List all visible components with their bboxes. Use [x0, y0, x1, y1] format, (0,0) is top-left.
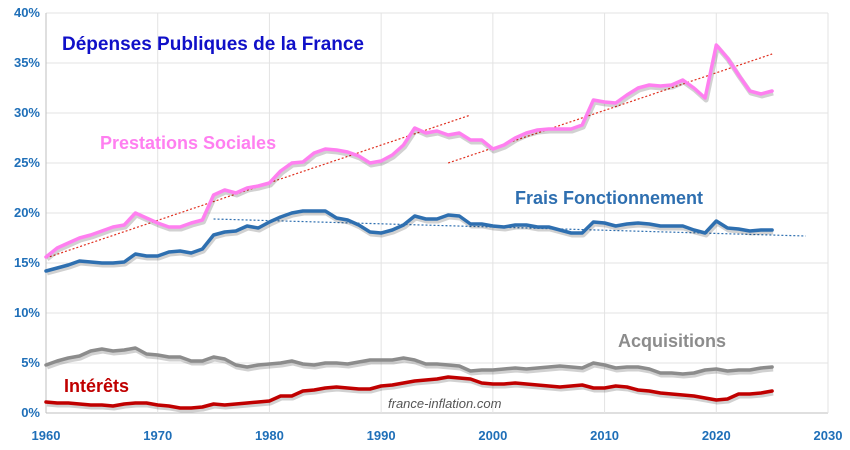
watermark: france-inflation.com	[388, 396, 502, 411]
x-tick-label: 2020	[702, 428, 731, 443]
y-axis-ticks: 0% 5% 10% 15% 20% 25% 30% 35% 40%	[14, 5, 40, 420]
x-tick-label: 1980	[255, 428, 284, 443]
series-line-interets	[44, 375, 774, 410]
y-tick-label: 25%	[14, 155, 40, 170]
x-tick-label: 1960	[32, 428, 61, 443]
trendline-prestations-0	[45, 114, 471, 259]
y-tick-label: 10%	[14, 305, 40, 320]
y-tick-label: 40%	[14, 5, 40, 20]
x-tick-label: 2010	[590, 428, 619, 443]
x-axis-ticks: 1960 1970 1980 1990 2000 2010 2020 2030	[32, 428, 843, 443]
x-tick-label: 2000	[478, 428, 507, 443]
x-tick-label: 1990	[367, 428, 396, 443]
series-lines	[44, 43, 774, 413]
label-prestations-sociales: Prestations Sociales	[100, 133, 276, 153]
series-line-acquisitions	[44, 346, 774, 376]
label-frais-fonctionnement: Frais Fonctionnement	[515, 188, 703, 208]
y-tick-label: 20%	[14, 205, 40, 220]
series-line-frais	[44, 209, 774, 273]
y-tick-label: 5%	[21, 355, 40, 370]
y-tick-label: 15%	[14, 255, 40, 270]
series-line-prestations	[44, 43, 774, 259]
series-line-interets-shadow	[46, 376, 774, 413]
chart-title: Dépenses Publiques de la France	[62, 34, 364, 55]
label-interets: Intérêts	[64, 376, 129, 396]
y-tick-label: 30%	[14, 105, 40, 120]
x-tick-label: 1970	[143, 428, 172, 443]
series-line-frais-shadow	[46, 210, 774, 276]
y-tick-label: 35%	[14, 55, 40, 70]
y-tick-label: 0%	[21, 405, 40, 420]
x-tick-label: 2030	[814, 428, 843, 443]
label-acquisitions: Acquisitions	[618, 331, 726, 351]
